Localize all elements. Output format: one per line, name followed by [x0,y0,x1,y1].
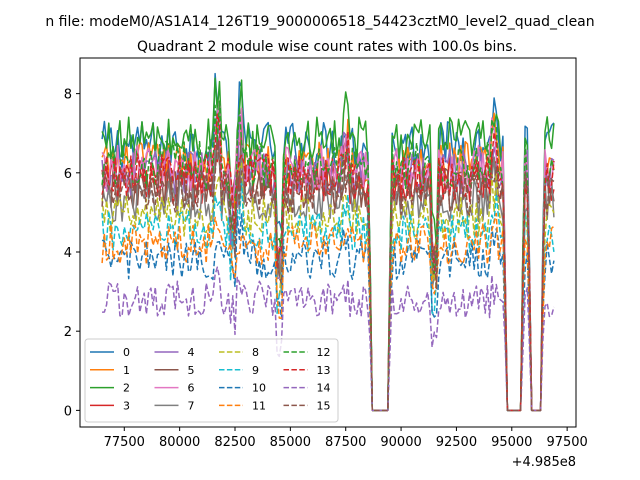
legend-label-0: 0 [123,346,130,359]
series-line-11 [101,212,555,412]
x-offset-label: +4.985e8 [512,455,576,470]
legend-label-8: 8 [252,346,259,359]
y-tick-label: 8 [64,88,72,103]
chart-title: Quadrant 2 module wise count rates with … [137,39,517,55]
x-tick-label: 85000 [270,435,311,450]
legend-label-14: 14 [317,382,331,395]
x-tick-label: 77500 [104,435,145,450]
y-tick-label: 6 [64,167,72,182]
series-line-13 [101,113,555,412]
x-tick-label: 80000 [159,435,200,450]
x-tick-label: 90000 [380,435,421,450]
series-line-12 [101,100,555,412]
y-tick-label: 0 [64,404,72,419]
series-line-2 [101,77,555,412]
x-tick-label: 95000 [491,435,532,450]
legend-label-12: 12 [317,346,331,359]
series-layer [101,72,555,412]
series-line-14 [102,266,555,412]
y-tick-label: 2 [64,325,72,340]
x-tick-label: 87500 [325,435,366,450]
legend-box [84,338,339,423]
legend-label-2: 2 [123,382,130,395]
figure-suptitle: n file: modeM0/AS1A14_126T19_9000006518_… [45,14,594,30]
x-tick-label: 92500 [436,435,477,450]
legend-label-10: 10 [252,382,266,395]
series-line-8 [101,162,555,412]
x-tick-label: 82500 [214,435,255,450]
legend-label-11: 11 [252,399,266,412]
y-axis: 0 2 4 6 8 [64,88,80,419]
legend-label-7: 7 [188,399,195,412]
legend-label-13: 13 [317,364,331,377]
series-line-7 [101,144,555,412]
x-tick-label: 97500 [546,435,587,450]
legend-label-9: 9 [252,364,259,377]
legend-label-1: 1 [123,364,130,377]
plot-frame [79,57,577,428]
x-axis: 77500 80000 82500 85000 87500 90000 92500 95000… [104,427,588,450]
legend-label-4: 4 [188,346,195,359]
series-line-15 [101,142,555,412]
legend-label-5: 5 [188,364,195,377]
legend-label-15: 15 [317,399,331,412]
y-tick-label: 4 [64,246,72,261]
legend-label-3: 3 [123,399,130,412]
legend-label-6: 6 [188,382,195,395]
series-line-6 [101,101,555,412]
